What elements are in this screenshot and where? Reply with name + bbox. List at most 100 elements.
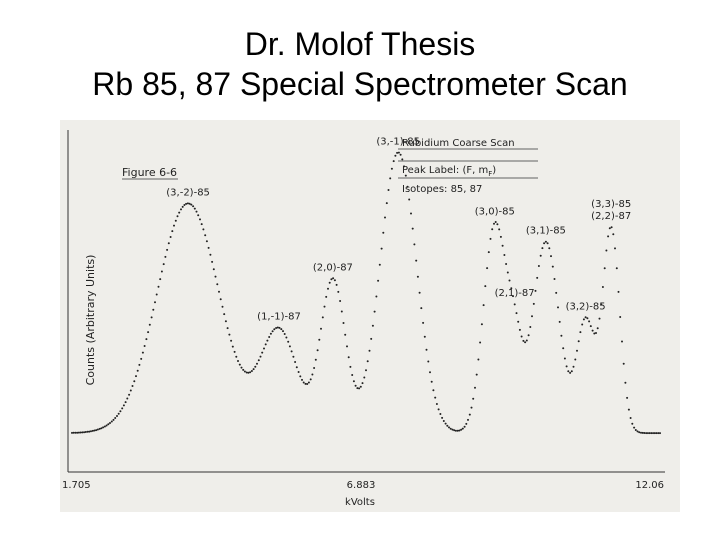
scan-point: [624, 381, 627, 384]
scan-point: [167, 242, 170, 245]
scan-point: [91, 429, 94, 432]
x-tick-label-1: 1.705: [62, 480, 91, 491]
scan-point: [216, 283, 219, 286]
scan-point: [444, 422, 447, 425]
scan-point: [257, 359, 260, 362]
scan-point: [230, 339, 233, 342]
scan-point: [181, 205, 184, 208]
scan-points: [71, 151, 661, 435]
scan-point: [394, 154, 397, 157]
scan-point: [81, 431, 84, 434]
scan-point: [275, 327, 278, 329]
scan-point: [574, 358, 577, 361]
scan-point: [169, 236, 172, 238]
scan-point: [487, 251, 490, 254]
scan-point: [84, 431, 87, 433]
scan-point: [147, 331, 150, 334]
legend-isotopes: Isotopes: 85, 87: [402, 184, 482, 195]
scan-point: [193, 207, 196, 210]
scan-point: [356, 387, 359, 390]
scan-point: [107, 423, 110, 426]
scan-point: [410, 212, 412, 215]
scan-point: [249, 371, 252, 374]
scan-point: [572, 365, 575, 368]
scan-point: [256, 362, 258, 365]
scan-point: [449, 427, 452, 430]
scan-point: [86, 430, 89, 433]
scan-point: [640, 431, 642, 434]
scan-point: [413, 243, 416, 246]
scan-point: [342, 322, 345, 324]
scan-point: [114, 417, 117, 419]
scan-point: [610, 226, 613, 229]
scan-point: [558, 320, 561, 323]
scan-point: [240, 366, 243, 369]
scan-point: [508, 279, 511, 282]
scan-point: [332, 277, 335, 280]
peak-label-5: (3,0)-85: [475, 206, 515, 217]
scan-point: [214, 275, 217, 278]
scan-point: [171, 230, 174, 233]
scan-point: [128, 393, 131, 396]
scan-point: [617, 290, 620, 293]
scan-point: [159, 278, 162, 281]
peak-label-6: (2,1)-87: [495, 288, 535, 299]
scan-point: [474, 386, 476, 389]
scan-point: [269, 332, 272, 335]
scan-point: [427, 360, 430, 363]
scan-point: [307, 381, 310, 384]
slide-title-line-1: Dr. Molof Thesis: [244, 26, 476, 62]
scan-point: [133, 380, 136, 383]
scan-point: [263, 347, 265, 350]
scan-point: [648, 432, 651, 435]
scan-point: [105, 424, 108, 427]
scan-point: [235, 355, 238, 358]
figure-label: Figure 6-6: [122, 166, 177, 179]
scan-point: [451, 428, 454, 431]
scan-point: [562, 347, 565, 350]
scan-point: [503, 254, 506, 256]
x-tick-label-2: 6.883: [347, 480, 376, 491]
scan-point: [401, 158, 404, 161]
scan-point: [567, 370, 570, 373]
y-axis-label: Counts (Arbitrary Units): [84, 255, 97, 386]
scan-point: [563, 357, 566, 360]
scan-point: [527, 334, 530, 337]
peak-label-3: (2,0)-87: [313, 262, 353, 273]
scan-point: [650, 432, 653, 435]
scan-point: [361, 382, 364, 385]
scan-point: [180, 208, 182, 211]
scan-point: [384, 216, 386, 219]
scan-point: [479, 341, 482, 344]
scan-point: [422, 321, 425, 324]
scan-point: [548, 247, 551, 250]
scan-point: [472, 397, 475, 400]
scan-point: [330, 278, 333, 281]
scan-point: [499, 235, 502, 238]
scan-point: [557, 306, 559, 309]
scan-point: [546, 242, 549, 245]
scan-point: [346, 345, 348, 348]
scan-point: [141, 351, 144, 354]
scan-point: [79, 431, 82, 434]
scan-point: [349, 365, 352, 368]
scan-point: [404, 174, 407, 177]
scan-point: [186, 202, 189, 205]
scan-point: [653, 432, 656, 435]
scan-point: [218, 290, 220, 293]
scan-point: [534, 289, 537, 292]
scan-point: [351, 374, 354, 376]
scan-point: [595, 332, 597, 334]
scan-point: [237, 360, 239, 362]
scan-point: [603, 267, 606, 270]
scan-point: [439, 413, 442, 415]
scan-point: [458, 429, 461, 432]
scan-point: [207, 246, 210, 249]
scan-point: [176, 215, 179, 218]
scan-point: [598, 317, 601, 320]
scan-point: [582, 318, 585, 321]
scan-point: [570, 370, 573, 373]
scan-point: [72, 431, 75, 434]
scan-point: [596, 327, 599, 330]
scan-point: [544, 240, 547, 243]
